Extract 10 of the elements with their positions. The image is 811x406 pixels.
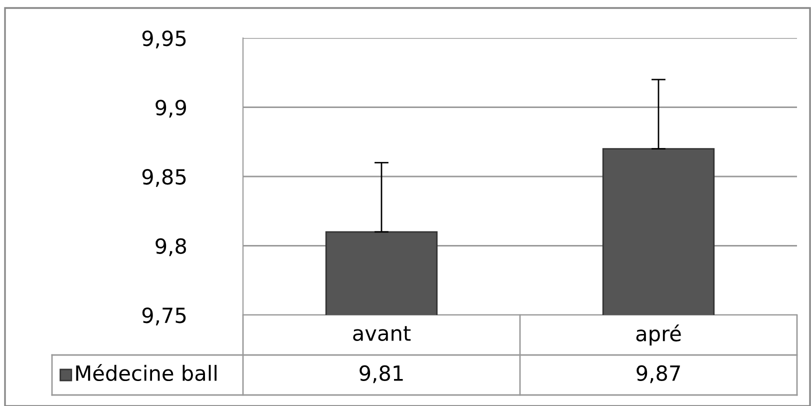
data-label: 9,81: [360, 365, 403, 384]
y-tick-label: 9,85: [142, 168, 186, 187]
data-label: 9,87: [636, 365, 680, 384]
y-tick-label: 9,9: [156, 100, 186, 118]
x-tick-label: avant: [353, 326, 411, 342]
y-tick-label: 9,8: [156, 238, 186, 256]
x-tick-label: apré: [636, 324, 681, 346]
y-tick-label: 9,75: [142, 307, 186, 326]
y-tick-label: 9,95: [142, 30, 186, 48]
legend-label: Médecine ball: [76, 364, 216, 382]
